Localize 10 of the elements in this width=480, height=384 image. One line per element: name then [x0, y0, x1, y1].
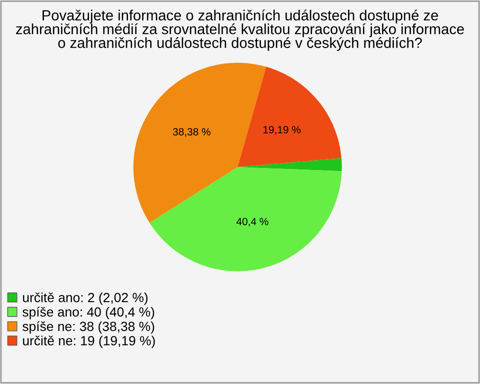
chart-title: Považujete informace o zahraničních událostech dostupné ze zahraničních médií za srovnatelné kvalitou zpracování jako informace o zahraničních událostech dostupné v českých médiích? [16, 10, 464, 51]
legend-label: určitě ne: 19 (19,19 %) [23, 336, 155, 348]
data-label: 19,19 % [263, 126, 301, 135]
legend-label: spíše ano: 40 (40,4 %) [22, 306, 154, 320]
legend-label: spíše ne: 38 (38,38 %) [22, 321, 154, 334]
pie-slice [149, 167, 342, 272]
data-label: 40,4 % [236, 218, 268, 226]
legend-label: určitě ano: 2 (2,02 %) [23, 292, 148, 305]
pie-slice [238, 66, 342, 168]
data-label: 38,38 % [172, 128, 210, 137]
